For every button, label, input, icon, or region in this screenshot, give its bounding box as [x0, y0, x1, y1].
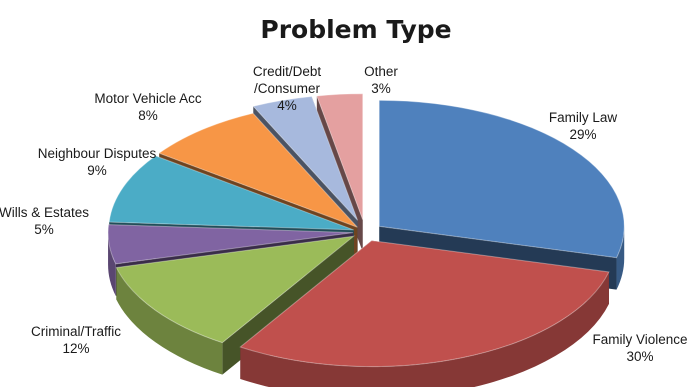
slice-name: /Consumer — [254, 81, 321, 96]
chart-title: Problem Type — [260, 15, 451, 44]
slice-percent: 5% — [34, 222, 54, 237]
slice-label-criminal-traffic: Criminal/Traffic 12% — [31, 324, 121, 356]
slice-percent: 9% — [87, 163, 107, 178]
slice-label-family-law: Family Law 29% — [549, 110, 618, 142]
pie-labels: Family Law 29% Family Violence 30% Criminal/… — [0, 64, 688, 364]
pie-slices — [107, 93, 625, 387]
slice-percent: 12% — [62, 341, 89, 356]
slice-label-other: Other 3% — [364, 64, 398, 96]
slice-name: Motor Vehicle Acc — [94, 91, 202, 106]
slice-label-wills-estates: Wills & Estates 5% — [0, 205, 89, 237]
slice-percent: 29% — [569, 127, 596, 142]
slice-percent: 4% — [277, 98, 297, 113]
slice-name: Other — [364, 64, 398, 79]
slice-name: Family Law — [549, 110, 618, 125]
pie-slice-family-violence — [239, 240, 610, 387]
slice-name: Credit/Debt — [253, 64, 322, 79]
slice-label-credit-debt-consumer: Credit/Debt/Consumer 4% — [253, 64, 322, 113]
slice-name: Neighbour Disputes — [38, 146, 157, 161]
slice-percent: 30% — [626, 349, 653, 364]
slice-label-neighbour-disputes: Neighbour Disputes 9% — [38, 146, 157, 178]
slice-name: Criminal/Traffic — [31, 324, 121, 339]
slice-name: Family Violence — [592, 332, 687, 347]
slice-percent: 8% — [138, 108, 158, 123]
slice-percent: 3% — [371, 81, 391, 96]
slice-label-family-violence: Family Violence 30% — [592, 332, 687, 364]
slice-label-motor-vehicle-acc: Motor Vehicle Acc 8% — [94, 91, 202, 123]
slice-name: Wills & Estates — [0, 205, 89, 220]
